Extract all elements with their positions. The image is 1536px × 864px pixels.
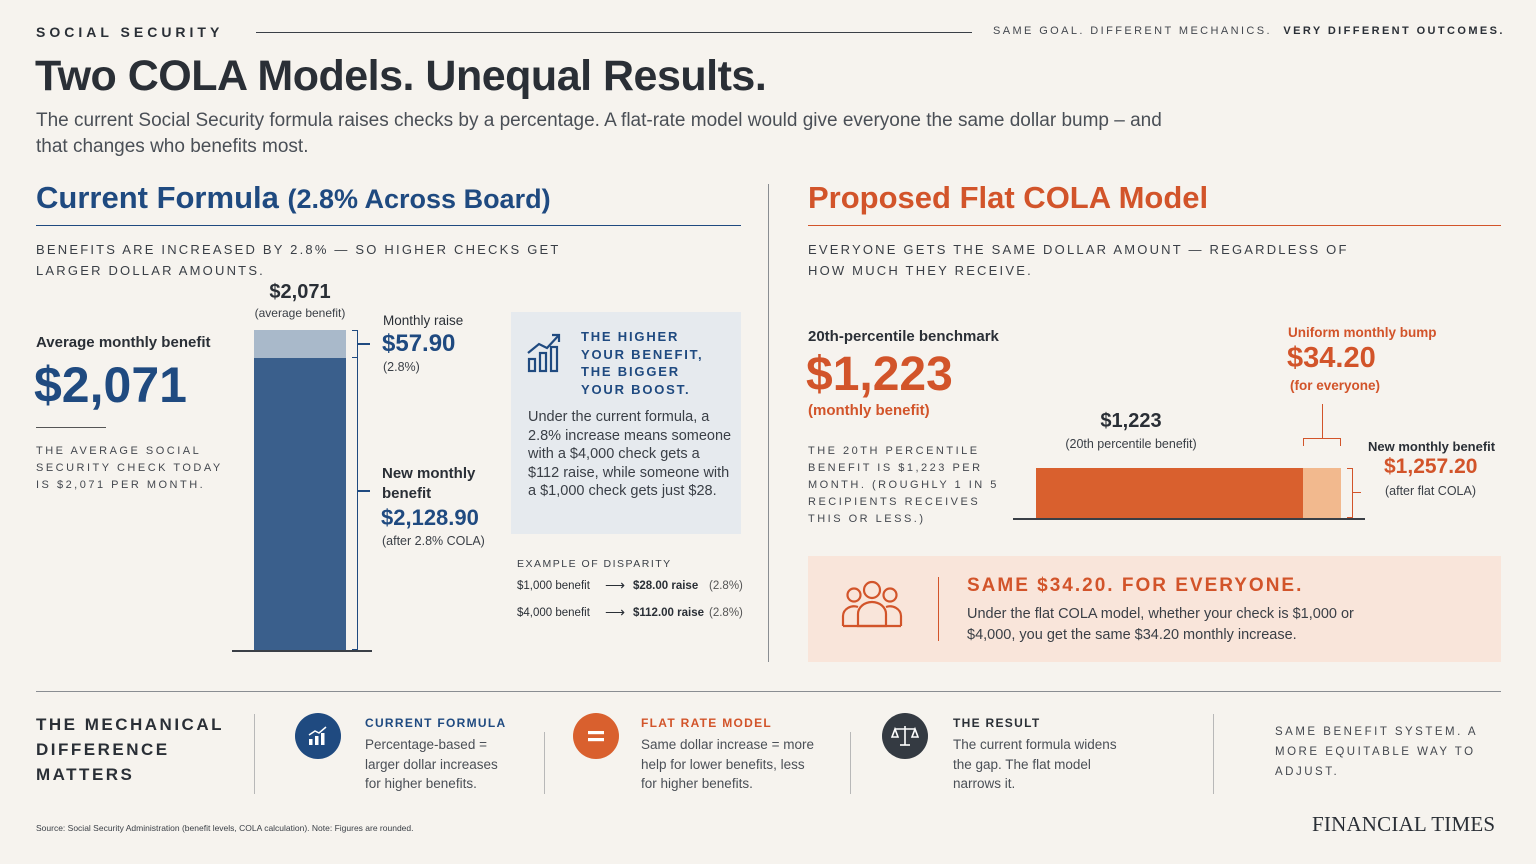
bench-sub: (monthly benefit) xyxy=(808,402,930,419)
left-heading-sub: (2.8% Across Board) xyxy=(287,184,551,214)
bottom-item-title: THE RESULT xyxy=(953,716,1041,730)
bottom-divider xyxy=(544,732,545,794)
avg-benefit-note: THE AVERAGE SOCIAL SECURITY CHECK TODAY … xyxy=(36,445,223,491)
new-flat-bracket-tick xyxy=(1353,492,1361,493)
bench-label: 20th-percentile benchmark xyxy=(808,328,999,345)
chart-up-icon xyxy=(525,331,565,378)
right-baseline xyxy=(1013,518,1365,520)
right-bar-value: $1,223 xyxy=(1100,410,1162,432)
disparity-benefit: $4,000 benefit xyxy=(517,607,590,619)
bump-bracket xyxy=(1303,438,1341,446)
right-heading-rule xyxy=(808,225,1501,226)
chart-up-icon xyxy=(295,713,341,759)
new-bracket-tick xyxy=(358,490,370,492)
disparity-row: $4,000 benefit ⟶ $112.00 raise (2.8%) xyxy=(517,604,747,620)
bump-value: $34.20 xyxy=(1287,342,1376,374)
equals-icon xyxy=(573,713,619,759)
callout-title: THE HIGHER YOUR BENEFIT, THE BIGGER YOUR… xyxy=(581,329,704,397)
header-tagline: SAME GOAL. DIFFERENT MECHANICS. VERY DIF… xyxy=(993,25,1505,37)
left-heading-main: Current Formula xyxy=(36,180,279,215)
avg-benefit-value: $2,071 xyxy=(34,357,187,413)
left-heading: Current Formula (2.8% Across Board) xyxy=(36,180,551,216)
banner-title: SAME $34.20. FOR EVERYONE. xyxy=(967,575,1304,596)
disparity-row: $1,000 benefit ⟶ $28.00 raise (2.8%) xyxy=(517,577,747,593)
bench-note: THE 20TH PERCENTILE BENEFIT IS $1,223 PE… xyxy=(808,445,999,525)
new-bracket xyxy=(352,330,358,650)
flat-banner xyxy=(808,556,1501,662)
people-group-icon xyxy=(840,578,904,635)
raise-bracket-tick xyxy=(358,343,370,345)
bottom-divider xyxy=(1213,714,1214,794)
bottom-item-text: The current formula widens the gap. The … xyxy=(953,737,1117,791)
disparity-raise: $112.00 raise xyxy=(633,607,704,619)
disparity-pct: (2.8%) xyxy=(709,607,743,619)
page-subtitle: The current Social Security formula rais… xyxy=(36,110,1162,157)
flat-base-bar xyxy=(1036,468,1303,518)
callout-text: Under the current formula, a 2.8% increa… xyxy=(528,409,732,499)
disparity-pct: (2.8%) xyxy=(709,580,743,592)
center-divider xyxy=(768,184,769,662)
page-title: Two COLA Models. Unequal Results. xyxy=(35,52,767,100)
right-bar-note: (20th percentile benefit) xyxy=(1065,437,1197,451)
new-flat-bracket xyxy=(1347,468,1353,518)
bottom-item-text: Percentage-based = larger dollar increas… xyxy=(365,737,498,791)
banner-divider xyxy=(938,577,939,641)
bottom-divider xyxy=(850,732,851,794)
scales-icon xyxy=(882,713,928,759)
section-kicker: SOCIAL SECURITY xyxy=(36,24,224,40)
tagline-bold: VERY DIFFERENT OUTCOMES. xyxy=(1283,25,1505,37)
bench-value: $1,223 xyxy=(806,348,953,401)
brand-logo: FINANCIAL TIMES xyxy=(1312,812,1496,836)
bottom-heading: THE MECHANICAL DIFFERENCE MATTERS xyxy=(36,715,224,784)
closing-statement: SAME BENEFIT SYSTEM. A MORE EQUITABLE WA… xyxy=(1275,726,1478,778)
banner-text: Under the flat COLA model, whether your … xyxy=(967,606,1354,643)
right-description: EVERYONE GETS THE SAME DOLLAR AMOUNT — R… xyxy=(808,242,1349,278)
bottom-item-text: Same dollar increase = more help for low… xyxy=(641,737,814,791)
tagline-regular: SAME GOAL. DIFFERENT MECHANICS. xyxy=(993,25,1272,37)
flat-new-value: $1,257.20 xyxy=(1384,455,1478,478)
bump-pointer xyxy=(1322,404,1323,438)
left-description: BENEFITS ARE INCREASED BY 2.8% — SO HIGH… xyxy=(36,242,561,278)
source-note: Source: Social Security Administration (… xyxy=(36,823,414,833)
left-baseline xyxy=(232,650,372,652)
bottom-item-title: CURRENT FORMULA xyxy=(365,716,507,730)
disparity-benefit: $1,000 benefit xyxy=(517,580,590,592)
new-benefit-note: (after 2.8% COLA) xyxy=(382,534,485,548)
avg-benefit-label: Average monthly benefit xyxy=(36,334,211,351)
new-benefit-label: New monthly benefit xyxy=(382,465,476,502)
new-benefit-value: $2,128.90 xyxy=(381,505,479,530)
bump-label: Uniform monthly bump xyxy=(1288,325,1437,340)
avg-divider xyxy=(36,427,106,428)
right-heading: Proposed Flat COLA Model xyxy=(808,180,1209,215)
raise-segment xyxy=(254,330,346,358)
raise-value: $57.90 xyxy=(382,330,456,357)
callout-box xyxy=(511,312,741,534)
bottom-item-title: FLAT RATE MODEL xyxy=(641,716,773,730)
left-heading-rule xyxy=(36,225,741,226)
flat-new-note: (after flat COLA) xyxy=(1385,484,1476,498)
arrow-right-icon: ⟶ xyxy=(605,577,626,593)
bar-top-note: (average benefit) xyxy=(254,306,346,320)
arrow-right-icon: ⟶ xyxy=(605,604,626,620)
bottom-rule xyxy=(36,691,1501,692)
bump-note: (for everyone) xyxy=(1290,378,1381,393)
bar-top-value: $2,071 xyxy=(269,281,331,303)
disparity-raise: $28.00 raise xyxy=(633,580,699,592)
bottom-divider xyxy=(254,714,255,794)
raise-pct: (2.8%) xyxy=(383,360,420,374)
base-bar xyxy=(254,358,346,650)
raise-label: Monthly raise xyxy=(383,313,464,328)
disparity-title: EXAMPLE OF DISPARITY xyxy=(517,558,672,570)
header-rule xyxy=(256,32,972,33)
flat-bump-segment xyxy=(1303,468,1341,518)
flat-new-label: New monthly benefit xyxy=(1368,439,1496,454)
